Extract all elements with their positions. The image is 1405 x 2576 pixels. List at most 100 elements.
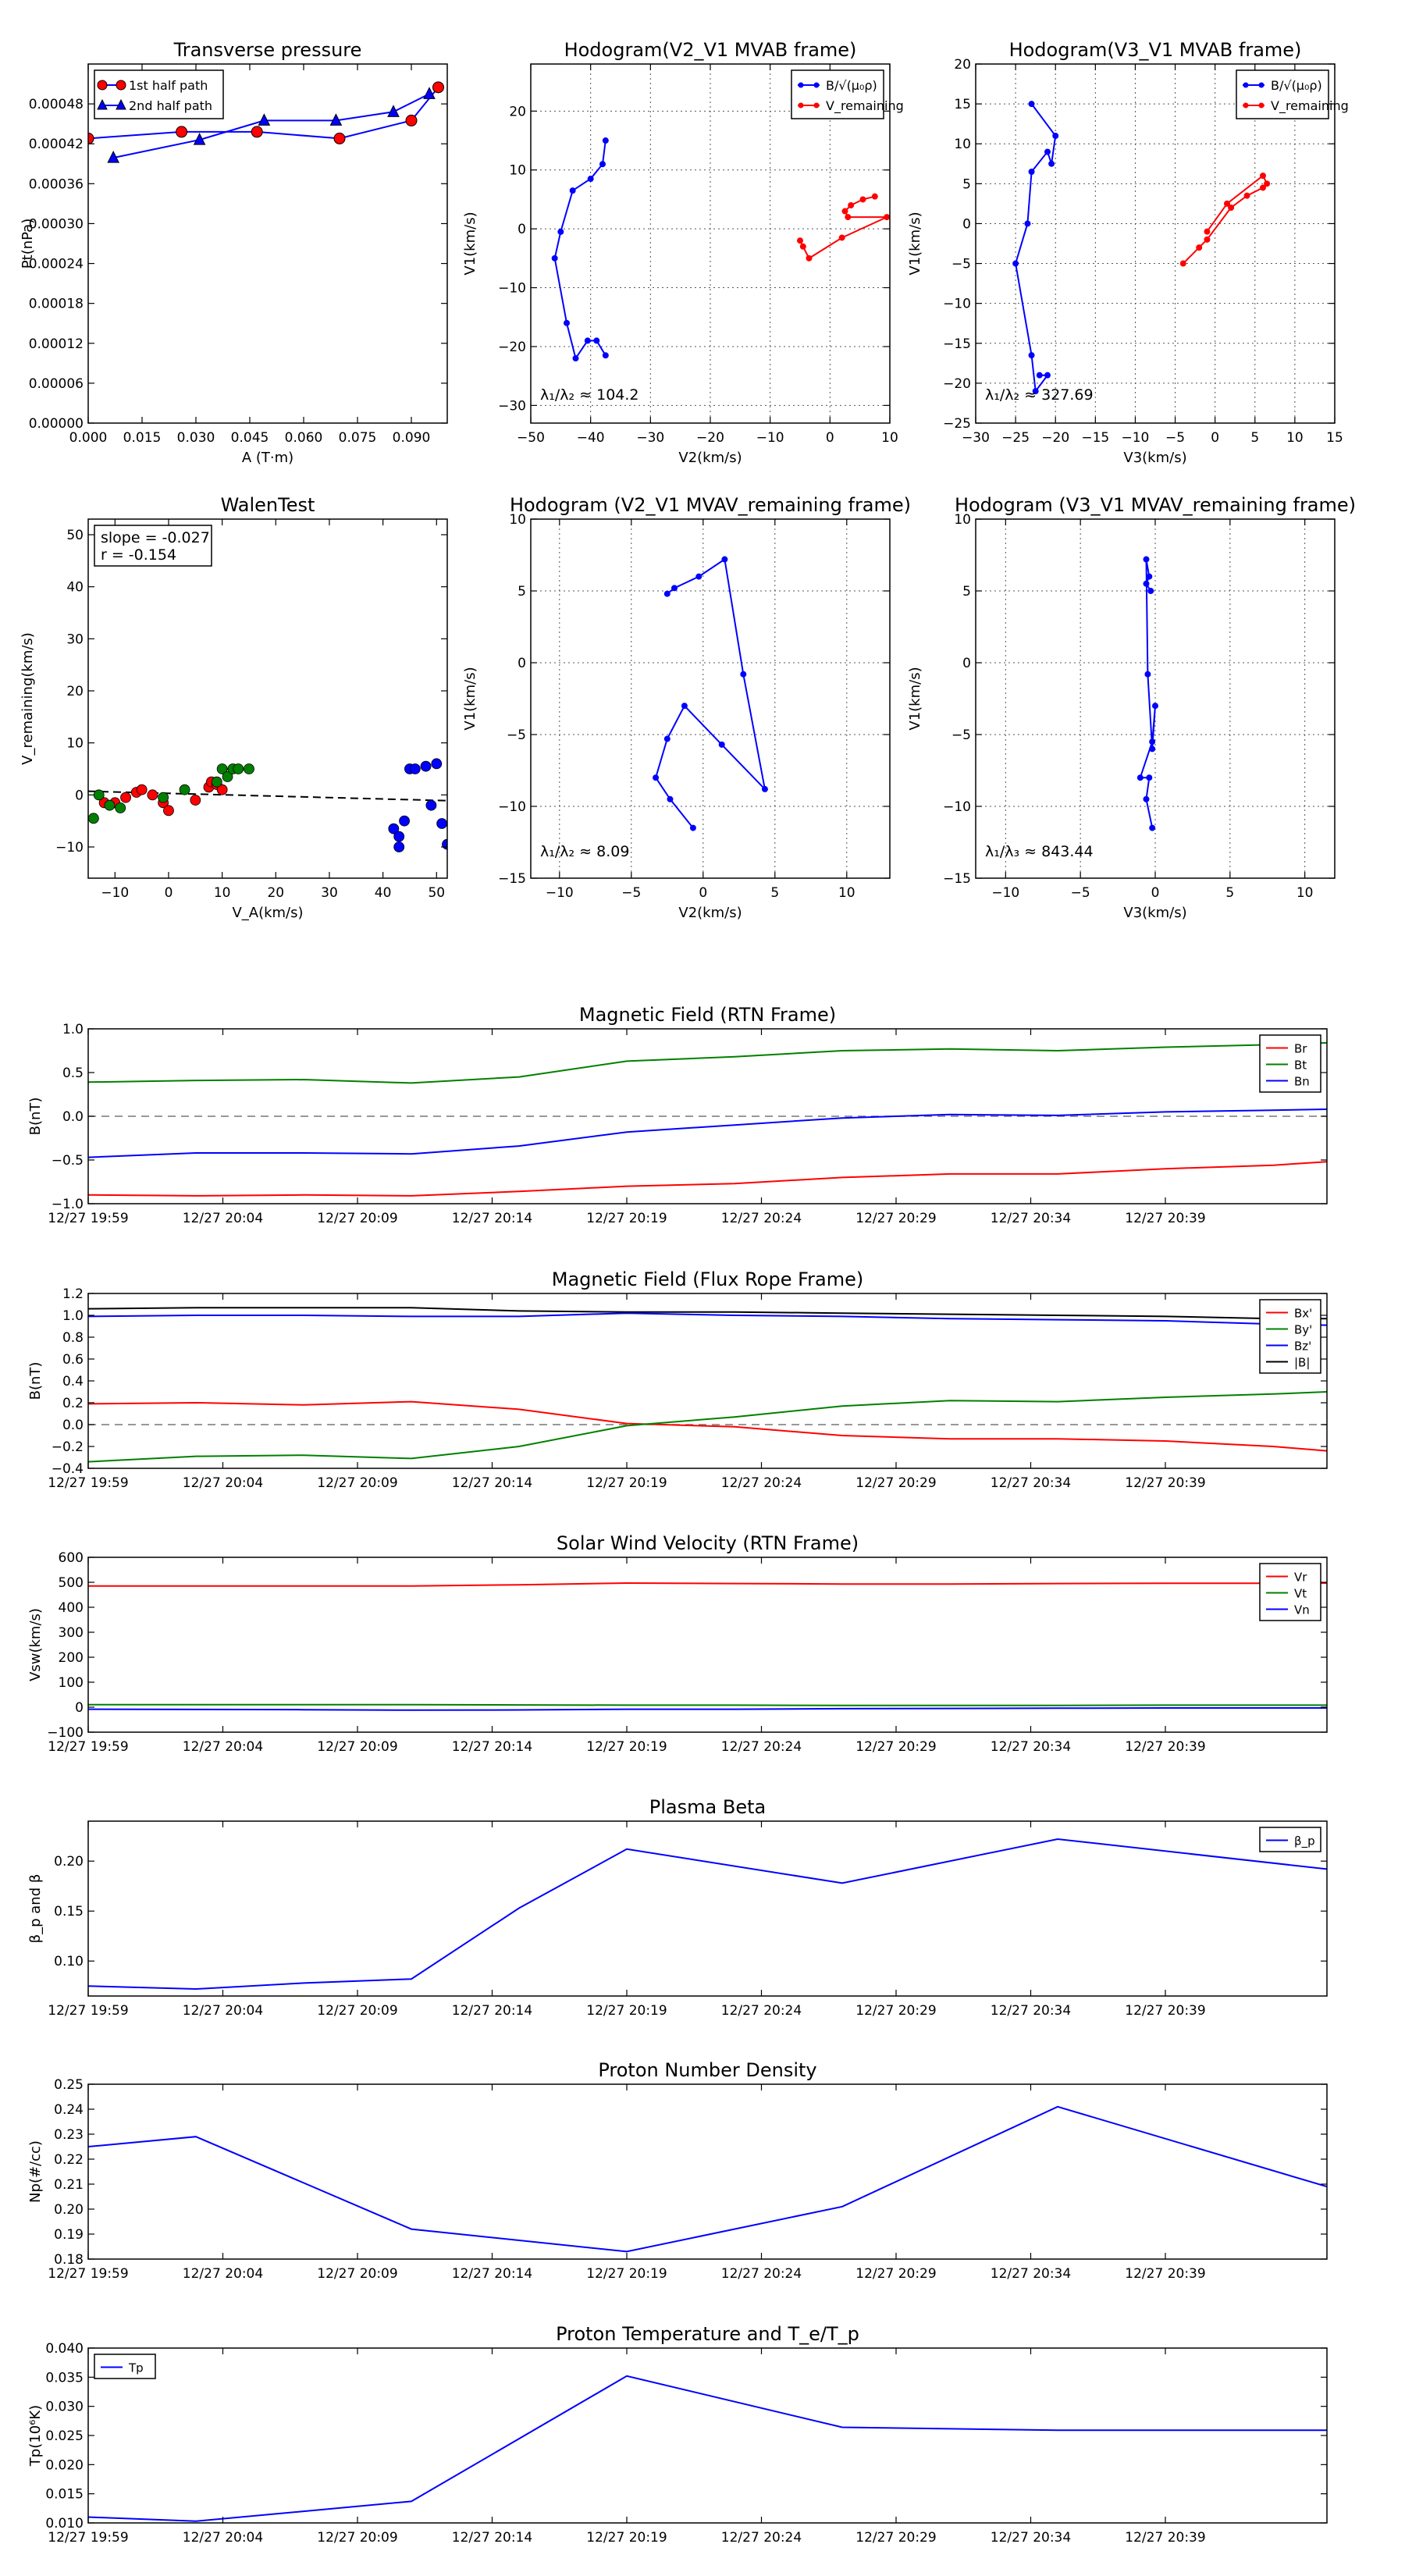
plot-marks	[88, 1041, 1327, 1197]
data-point	[1048, 160, 1055, 167]
data-point	[388, 823, 400, 834]
ratio-annotation: λ₁/λ₂ ≈ 327.69	[985, 386, 1094, 404]
y-tick-label: −15	[498, 871, 526, 887]
series-line	[88, 1108, 1327, 1158]
chart-np: 12/27 19:59 12/27 20:04 12/27 20:09 12/27 2…	[27, 2059, 1328, 2282]
data-point	[1228, 205, 1235, 211]
x-tick-label: 12/27 20:24	[721, 2530, 802, 2546]
y-tick-label: 1.0	[62, 1022, 84, 1037]
y-tick-label: 10	[954, 512, 971, 528]
plot-marks	[88, 1838, 1327, 1991]
x-tick-label: −40	[577, 430, 605, 446]
x-axis-label: V2(km/s)	[678, 450, 742, 466]
data-point	[393, 831, 405, 842]
x-tick-label: 12/27 19:59	[48, 2003, 128, 2019]
x-tick-label: 12/27 20:29	[855, 1211, 936, 1226]
data-point	[387, 105, 400, 117]
legend-label: B/√(μ₀ρ)	[1271, 78, 1322, 93]
x-tick-label: 0.015	[123, 430, 162, 446]
y-tick-label: 0.00000	[29, 416, 84, 432]
y-tick-label: 0.00036	[29, 176, 84, 192]
data-point	[1224, 200, 1230, 207]
x-tick-label: 10	[1297, 885, 1314, 901]
x-tick-label: 12/27 19:59	[48, 2530, 128, 2546]
plot-marks	[88, 2375, 1327, 2522]
x-axis-label: V3(km/s)	[1123, 450, 1186, 466]
legend-label: Bz'	[1294, 1340, 1311, 1354]
data-point	[1143, 556, 1150, 563]
x-axis-label: A (T·m)	[242, 450, 293, 466]
data-point	[104, 799, 116, 811]
legend-marker	[798, 82, 804, 88]
legend-label: 2nd half path	[129, 98, 212, 113]
y-axis-label: β_p and β	[27, 1874, 44, 1944]
x-axis-label: V_A(km/s)	[232, 905, 303, 921]
y-tick-label: 0.21	[54, 2177, 84, 2193]
chart-title: Magnetic Field (RTN Frame)	[579, 1004, 836, 1026]
y-axis-label: B(nT)	[27, 1098, 44, 1136]
x-tick-label: 12/27 20:39	[1125, 1475, 1205, 1491]
x-tick-label: −10	[546, 885, 574, 901]
plot-marks	[1136, 556, 1158, 831]
data-point	[587, 176, 594, 183]
x-tick-label: −10	[991, 885, 1019, 901]
data-point	[557, 228, 564, 235]
y-tick-label: 0.23	[54, 2127, 84, 2143]
plot-marks	[88, 81, 444, 163]
y-tick-label: 0.22	[54, 2152, 84, 2168]
x-tick-label: 12/27 20:14	[452, 1475, 532, 1491]
data-point	[193, 132, 206, 145]
data-point	[884, 214, 890, 221]
chart-title: Magnetic Field (Flux Rope Frame)	[552, 1268, 863, 1290]
data-point	[845, 214, 852, 221]
plot-frame	[975, 63, 1336, 424]
x-tick-label: 12/27 20:04	[183, 2003, 263, 2019]
y-axis-label: V1(km/s)	[907, 667, 923, 730]
x-tick-label: 12/27 20:39	[1125, 1211, 1205, 1226]
y-tick-label: 0.010	[45, 2516, 84, 2532]
x-tick-label: −10	[756, 430, 784, 446]
y-tick-label: 0.20	[54, 2202, 84, 2218]
stats-text: r = -0.154	[101, 546, 176, 564]
stats-box	[94, 525, 212, 567]
data-point	[663, 735, 670, 742]
series-line	[88, 2375, 1327, 2522]
y-tick-label: 0	[962, 656, 971, 671]
data-point	[436, 818, 447, 829]
plot-area	[88, 1821, 1327, 1996]
data-point	[233, 763, 244, 774]
x-tick-label: 0.060	[285, 430, 323, 446]
x-tick-label: −25	[1001, 430, 1030, 446]
plot-area	[531, 519, 890, 878]
y-tick-label: 300	[59, 1625, 84, 1641]
data-point	[1152, 703, 1158, 710]
chart-title: Proton Temperature and T_e/T_p	[556, 2323, 859, 2345]
x-axis-label: V3(km/s)	[1123, 905, 1186, 921]
data-point	[88, 132, 94, 144]
x-tick-label: −20	[696, 430, 724, 446]
chart-title: Plasma Beta	[649, 1796, 766, 1818]
x-tick-label: −10	[1121, 430, 1149, 446]
y-tick-label: 5	[518, 584, 526, 600]
data-point	[1147, 588, 1154, 594]
y-tick-label: 0.00030	[29, 216, 84, 232]
x-tick-label: 12/27 20:19	[586, 2530, 667, 2546]
y-tick-label: 15	[954, 97, 971, 112]
x-tick-label: 0.075	[339, 430, 377, 446]
data-point	[1032, 388, 1039, 395]
plot-marks	[88, 1582, 1327, 1711]
y-axis-label: V1(km/s)	[462, 212, 478, 275]
data-point	[721, 556, 728, 563]
y-tick-label: −20	[943, 376, 971, 392]
x-tick-label: 12/27 20:24	[721, 1211, 802, 1226]
x-tick-label: 12/27 20:19	[586, 2003, 667, 2019]
data-point	[871, 193, 878, 200]
plot-area	[88, 2084, 1327, 2259]
y-tick-label: 0.00024	[29, 257, 84, 272]
x-tick-label: 0.000	[69, 430, 108, 446]
data-point	[120, 792, 131, 803]
y-tick-label: 0.030	[45, 2400, 84, 2415]
legend-label: |B|	[1294, 1356, 1310, 1370]
